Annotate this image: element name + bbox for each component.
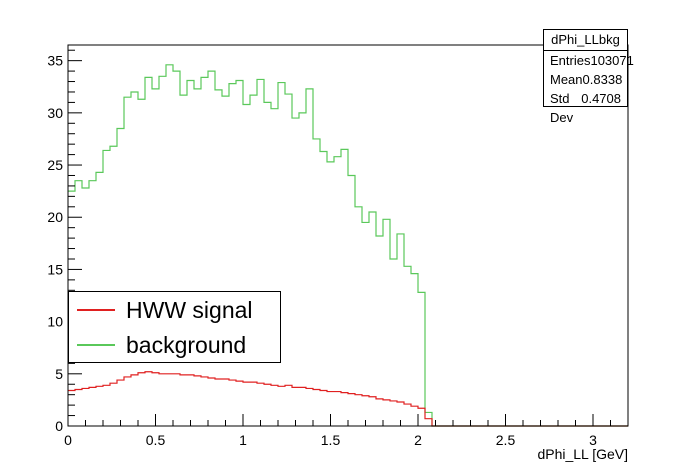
stats-value-stddev: 0.4708 [581, 91, 621, 106]
legend: HWW signal background [68, 291, 281, 363]
stats-row-stddev: Std Dev 0.4708 [544, 89, 627, 125]
legend-item-signal: HWW signal [69, 295, 253, 325]
x-tick-label: 2 [414, 432, 422, 448]
stats-row-mean: Mean 0.8338 [544, 70, 627, 89]
series-hww-signal-line [68, 371, 628, 427]
y-tick-label: 10 [47, 314, 63, 330]
stats-row-entries: Entries 103071 [544, 51, 634, 70]
y-tick-label: 15 [47, 261, 63, 277]
stats-value-mean: 0.8338 [582, 72, 623, 87]
y-tick-label: 35 [47, 53, 63, 69]
x-tick-label: 1.5 [321, 432, 341, 448]
legend-line-signal [77, 309, 115, 311]
x-tick-label: 2.5 [496, 432, 516, 448]
x-tick-label: 0 [64, 432, 72, 448]
stats-box: dPhi_LLbkg Entries 103071 Mean 0.8338 St… [543, 29, 634, 125]
stats-value-entries: 103071 [590, 53, 634, 68]
x-tick-label: 0.5 [146, 432, 166, 448]
stats-label-entries: Entries [550, 53, 591, 68]
legend-item-background: background [69, 330, 246, 360]
y-tick-label: 20 [47, 209, 63, 225]
y-tick-label: 25 [47, 157, 63, 173]
stats-title: dPhi_LLbkg [544, 30, 627, 51]
x-tick-label: 1 [239, 432, 247, 448]
legend-label-background: background [126, 331, 247, 358]
x-axis-label: dPhi_LL [GeV] [537, 446, 628, 462]
y-tick-label: 5 [55, 366, 63, 382]
y-tick-label: 0 [55, 418, 63, 434]
x-tick-label: 3 [589, 432, 597, 448]
legend-line-background [77, 344, 115, 346]
y-tick-label: 30 [47, 105, 63, 121]
legend-label-signal: HWW signal [126, 296, 253, 323]
stats-label-mean: Mean [550, 72, 583, 87]
stats-label-stddev: Std Dev [550, 91, 574, 125]
